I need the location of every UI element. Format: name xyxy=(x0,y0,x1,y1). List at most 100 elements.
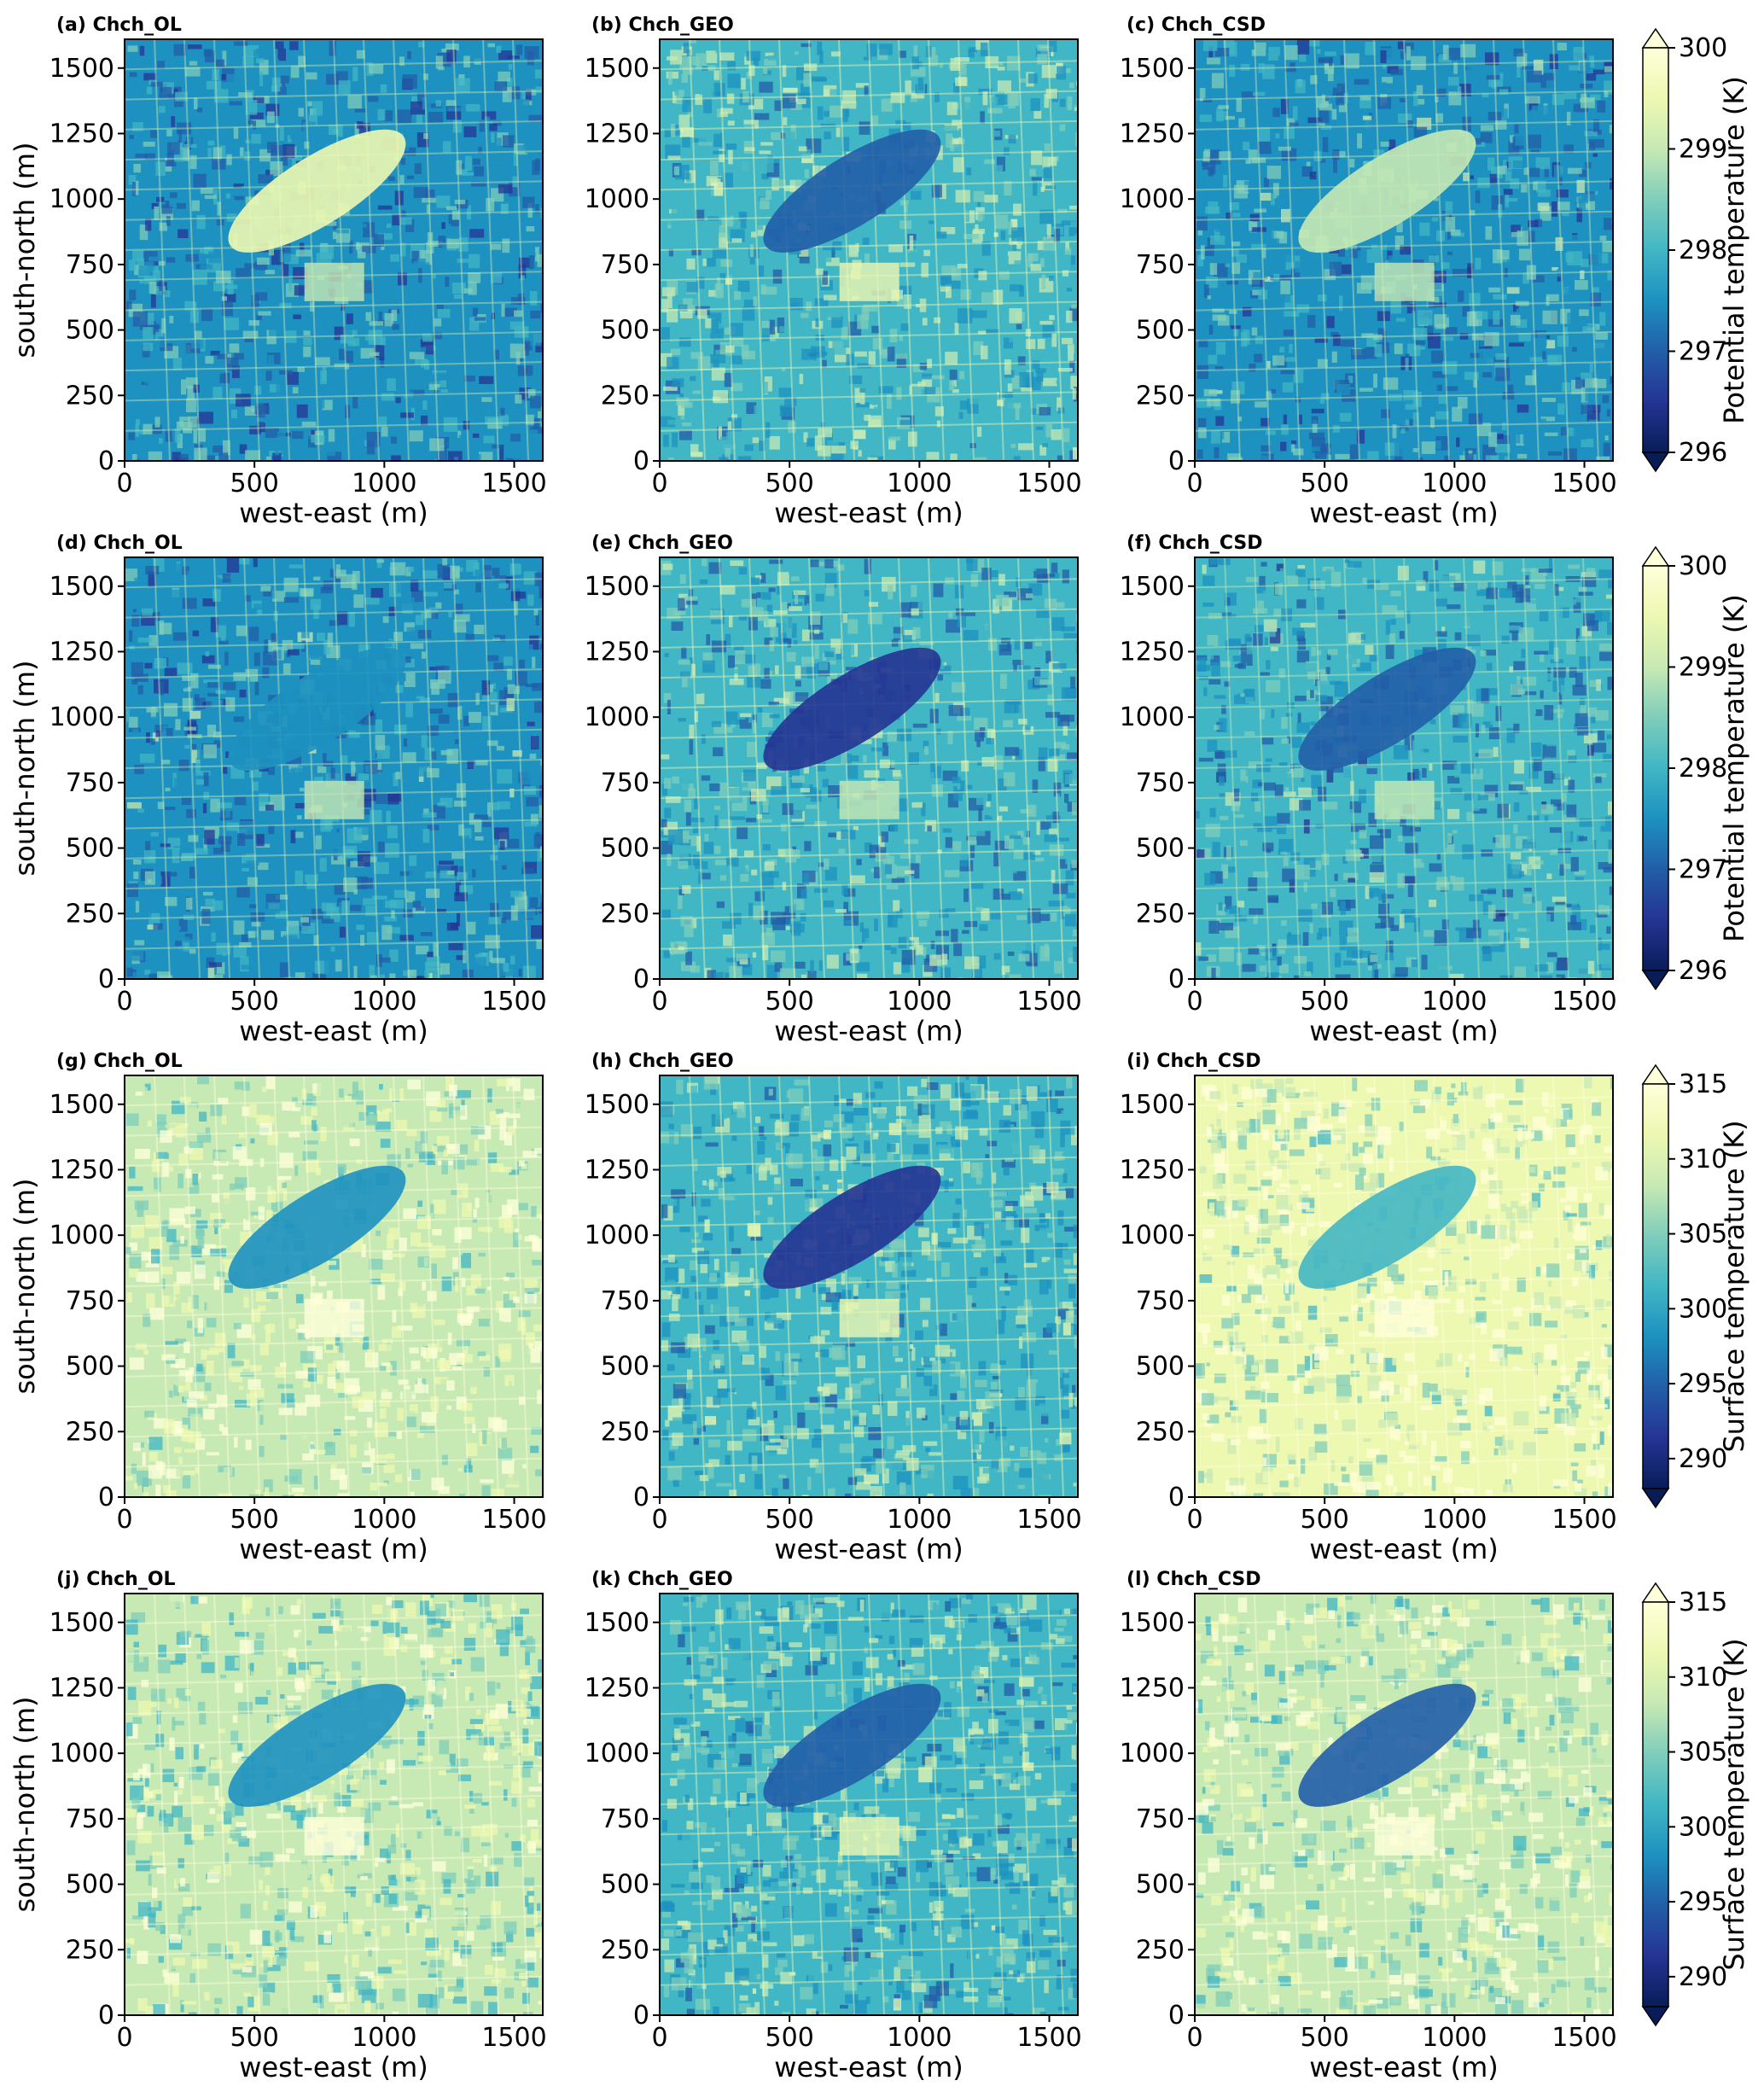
map-cell xyxy=(817,41,823,55)
map-cell xyxy=(824,651,835,657)
map-cell xyxy=(271,77,282,92)
map-cell xyxy=(165,201,170,207)
map-cell xyxy=(738,615,748,621)
map-cell xyxy=(1061,744,1070,750)
map-cell xyxy=(330,906,341,923)
map-cell xyxy=(253,976,259,979)
map-cell xyxy=(1252,289,1261,295)
map-cell xyxy=(1367,451,1379,461)
map-cell xyxy=(1507,253,1511,267)
map-cell xyxy=(1405,419,1410,428)
map-cell xyxy=(1010,443,1016,448)
map-cell xyxy=(442,557,448,566)
map-cell xyxy=(814,888,828,893)
map-cell xyxy=(1444,327,1458,335)
map-cell xyxy=(429,708,443,714)
map-cell xyxy=(435,55,443,69)
map-cell xyxy=(707,216,719,221)
map-cell xyxy=(978,212,991,221)
map-cell xyxy=(962,929,969,934)
map-cell xyxy=(1400,428,1406,434)
map-cell xyxy=(841,326,848,341)
map-cell xyxy=(257,421,264,428)
map-cell xyxy=(981,756,994,767)
road xyxy=(1254,39,1271,461)
road xyxy=(303,39,320,461)
map-cell xyxy=(1584,131,1598,137)
map-cell xyxy=(760,197,770,210)
map-cell xyxy=(719,232,728,248)
map-cell xyxy=(252,781,259,791)
map-cell xyxy=(870,115,879,125)
map-cell xyxy=(1203,284,1209,298)
map-cell xyxy=(766,928,772,937)
map-cell xyxy=(896,728,912,742)
map-cell xyxy=(310,659,321,665)
map-cell xyxy=(917,98,931,114)
map-cell xyxy=(275,442,279,455)
map-cell xyxy=(1198,412,1204,418)
map-cell xyxy=(1026,370,1031,374)
map-cell xyxy=(998,806,1008,812)
map-cell xyxy=(203,744,217,759)
map-cell xyxy=(1031,563,1037,572)
map-cell xyxy=(978,271,987,281)
map-cell xyxy=(789,568,798,575)
map-cell xyxy=(989,975,993,979)
map-cell xyxy=(432,735,445,740)
map-cell xyxy=(857,973,868,979)
map-cell xyxy=(863,304,877,312)
map-cell xyxy=(814,298,829,306)
map-cell xyxy=(1319,159,1326,163)
map-cell xyxy=(1429,255,1440,263)
map-cell xyxy=(144,662,153,669)
map-cell xyxy=(711,367,725,381)
map-cell xyxy=(1225,895,1232,910)
map-cell xyxy=(713,150,726,154)
map-cell xyxy=(1475,914,1479,923)
map-cell xyxy=(748,902,754,918)
map-cell xyxy=(1041,65,1056,79)
map-cell xyxy=(710,124,720,135)
map-cell xyxy=(1196,398,1211,408)
map-cell xyxy=(904,206,908,219)
map-cell xyxy=(1585,388,1597,402)
map-cell xyxy=(1555,237,1563,251)
map-cell xyxy=(216,962,225,975)
map-cell xyxy=(742,124,754,133)
map-cell xyxy=(474,818,482,833)
map-cell xyxy=(363,280,374,294)
map-cell xyxy=(1013,456,1021,461)
map-cell xyxy=(1450,876,1456,883)
map-cell xyxy=(1334,873,1338,882)
map-cell xyxy=(993,165,1004,175)
map-cell xyxy=(390,562,406,576)
map-cell xyxy=(1308,40,1320,47)
map-cell xyxy=(226,154,232,166)
map-cell xyxy=(1270,131,1277,148)
map-cell xyxy=(454,457,458,461)
map-cell xyxy=(1001,917,1016,929)
map-cell xyxy=(1074,104,1078,111)
road xyxy=(1195,119,1613,131)
map-cell xyxy=(1447,77,1459,86)
map-cell xyxy=(1529,742,1542,757)
map-cell xyxy=(1606,409,1610,417)
map-cell xyxy=(183,726,196,731)
map-cell xyxy=(998,392,1013,399)
map-cell xyxy=(400,242,406,257)
map-cell xyxy=(527,51,534,66)
map-cell xyxy=(952,119,962,129)
map-cell xyxy=(900,323,909,331)
map-cell xyxy=(411,976,422,979)
map-cell xyxy=(307,649,321,659)
map-cell xyxy=(510,434,521,442)
map-cell xyxy=(1404,399,1414,405)
map-cell xyxy=(172,452,181,461)
map-cell xyxy=(1042,236,1056,251)
map-cell xyxy=(172,358,183,370)
map-cell xyxy=(864,558,871,574)
road xyxy=(303,557,320,979)
map-cell xyxy=(463,55,470,68)
map-cell xyxy=(1203,388,1218,397)
